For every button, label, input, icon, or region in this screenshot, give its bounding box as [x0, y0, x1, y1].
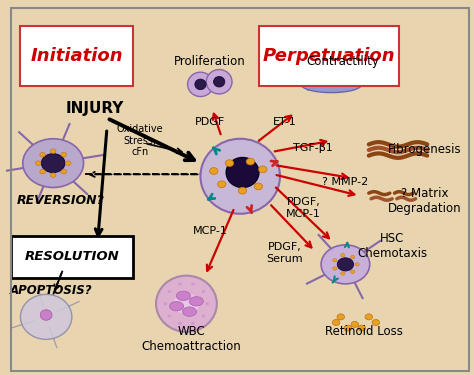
- Ellipse shape: [321, 245, 370, 284]
- Ellipse shape: [246, 158, 255, 165]
- Text: PDGF,
Serum: PDGF, Serum: [266, 242, 303, 264]
- Ellipse shape: [254, 183, 263, 190]
- Text: RESOLUTION: RESOLUTION: [25, 251, 119, 263]
- FancyBboxPatch shape: [11, 236, 133, 278]
- Text: ? MMP-2: ? MMP-2: [322, 177, 368, 187]
- Ellipse shape: [333, 267, 337, 270]
- Ellipse shape: [61, 170, 66, 174]
- Ellipse shape: [351, 255, 355, 259]
- Ellipse shape: [365, 314, 373, 320]
- Ellipse shape: [156, 276, 217, 332]
- Ellipse shape: [214, 76, 225, 87]
- Ellipse shape: [358, 325, 365, 331]
- Text: ? Matrix
Degradation: ? Matrix Degradation: [388, 187, 462, 214]
- Ellipse shape: [178, 322, 182, 325]
- Ellipse shape: [191, 322, 195, 325]
- Text: PDGF: PDGF: [195, 117, 225, 127]
- Ellipse shape: [225, 160, 234, 166]
- Ellipse shape: [173, 293, 199, 314]
- Ellipse shape: [201, 139, 280, 214]
- Ellipse shape: [42, 154, 65, 173]
- Ellipse shape: [40, 152, 46, 157]
- Ellipse shape: [178, 283, 182, 286]
- Text: Contractility: Contractility: [307, 56, 380, 68]
- Ellipse shape: [23, 139, 83, 188]
- Ellipse shape: [189, 297, 203, 306]
- Ellipse shape: [40, 170, 46, 174]
- Ellipse shape: [206, 70, 232, 94]
- Ellipse shape: [170, 302, 183, 311]
- Ellipse shape: [20, 294, 72, 339]
- Ellipse shape: [167, 290, 171, 293]
- Ellipse shape: [372, 320, 380, 326]
- Text: Perpetuation: Perpetuation: [263, 47, 395, 65]
- Ellipse shape: [226, 158, 259, 188]
- Ellipse shape: [301, 76, 362, 93]
- Ellipse shape: [333, 259, 337, 262]
- Ellipse shape: [332, 320, 340, 326]
- Ellipse shape: [351, 321, 358, 327]
- Text: Initiation: Initiation: [30, 47, 123, 65]
- Ellipse shape: [188, 72, 213, 97]
- Ellipse shape: [238, 187, 246, 194]
- Text: WBC
Chemoattraction: WBC Chemoattraction: [141, 326, 241, 353]
- Text: INJURY: INJURY: [66, 101, 125, 116]
- Ellipse shape: [164, 302, 167, 305]
- Ellipse shape: [50, 149, 56, 153]
- FancyBboxPatch shape: [20, 26, 133, 86]
- Text: Fibrogenesis: Fibrogenesis: [388, 144, 462, 156]
- Text: TGF-β1: TGF-β1: [293, 143, 333, 153]
- Ellipse shape: [337, 258, 354, 271]
- Ellipse shape: [191, 283, 195, 286]
- Ellipse shape: [36, 161, 41, 165]
- Text: Retinoid Loss: Retinoid Loss: [325, 326, 403, 338]
- Ellipse shape: [176, 291, 191, 300]
- Ellipse shape: [337, 314, 345, 320]
- Text: MCP-1: MCP-1: [192, 226, 227, 236]
- Text: REVERSION?: REVERSION?: [16, 194, 104, 207]
- Ellipse shape: [201, 314, 205, 317]
- Ellipse shape: [50, 173, 56, 177]
- Text: APOPTOSIS?: APOPTOSIS?: [9, 284, 92, 297]
- Text: ET-1: ET-1: [273, 117, 297, 127]
- Ellipse shape: [201, 290, 205, 293]
- Text: Proliferation: Proliferation: [174, 56, 246, 68]
- Ellipse shape: [40, 310, 52, 320]
- Text: HSC
Chemotaxis: HSC Chemotaxis: [357, 232, 427, 260]
- Ellipse shape: [259, 166, 267, 173]
- Ellipse shape: [344, 325, 352, 331]
- FancyBboxPatch shape: [259, 26, 399, 86]
- Ellipse shape: [355, 262, 359, 266]
- Ellipse shape: [182, 307, 197, 316]
- Text: Oxidative
Stress,
cFn: Oxidative Stress, cFn: [116, 124, 163, 157]
- Ellipse shape: [341, 272, 345, 275]
- Ellipse shape: [65, 161, 71, 165]
- Ellipse shape: [206, 302, 210, 305]
- Ellipse shape: [195, 79, 206, 90]
- Ellipse shape: [218, 181, 226, 188]
- Ellipse shape: [341, 254, 345, 257]
- Text: PDGF,
MCP-1: PDGF, MCP-1: [286, 197, 321, 219]
- Ellipse shape: [210, 168, 218, 174]
- Ellipse shape: [167, 314, 171, 317]
- Ellipse shape: [351, 270, 355, 273]
- Ellipse shape: [61, 152, 66, 157]
